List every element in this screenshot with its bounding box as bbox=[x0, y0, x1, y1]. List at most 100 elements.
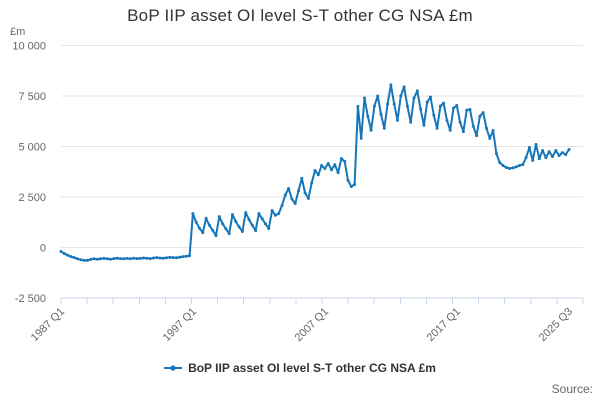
data-point-marker bbox=[115, 256, 119, 260]
data-point-marker bbox=[95, 257, 99, 261]
data-point-marker bbox=[458, 120, 462, 124]
data-point-marker bbox=[366, 114, 370, 118]
data-point-marker bbox=[567, 148, 571, 151]
data-point-marker bbox=[109, 257, 112, 261]
data-point-marker bbox=[82, 258, 86, 262]
data-point-marker bbox=[498, 161, 502, 164]
data-point-marker bbox=[303, 191, 307, 195]
y-tick-label: 5 000 bbox=[18, 142, 46, 154]
data-point-marker bbox=[359, 136, 363, 140]
data-point-marker bbox=[452, 106, 455, 110]
data-point-marker bbox=[264, 222, 267, 226]
data-point-marker bbox=[201, 231, 205, 235]
x-tick-label: 1997 Q1 bbox=[161, 306, 199, 344]
data-point-marker bbox=[554, 149, 558, 152]
data-point-marker bbox=[204, 216, 208, 220]
data-point-marker bbox=[76, 257, 79, 261]
data-point-marker bbox=[267, 227, 271, 230]
data-point-marker bbox=[254, 229, 258, 232]
data-point-marker bbox=[363, 96, 366, 100]
data-point-marker bbox=[287, 187, 291, 190]
data-point-marker bbox=[224, 227, 228, 231]
source-label: Source: bbox=[551, 382, 593, 396]
data-point-marker bbox=[544, 156, 548, 160]
data-point-marker bbox=[346, 178, 350, 182]
data-point-marker bbox=[336, 171, 340, 175]
data-point-marker bbox=[171, 256, 175, 260]
data-point-marker bbox=[168, 255, 172, 259]
y-tick-label: 0 bbox=[40, 243, 46, 255]
data-point-marker bbox=[465, 108, 469, 112]
data-point-marker bbox=[300, 176, 304, 180]
x-tick-label: 2025 Q3 bbox=[537, 306, 575, 344]
data-point-marker bbox=[382, 126, 386, 130]
data-point-marker bbox=[181, 255, 185, 259]
data-point-marker bbox=[405, 104, 409, 108]
data-point-marker bbox=[356, 105, 360, 108]
y-tick-label: 2 500 bbox=[18, 192, 46, 204]
data-point-marker bbox=[178, 255, 182, 259]
data-point-marker bbox=[494, 152, 498, 156]
data-point-marker bbox=[389, 83, 393, 87]
data-point-marker bbox=[353, 183, 357, 186]
data-point-marker bbox=[72, 256, 76, 260]
data-point-marker bbox=[59, 250, 63, 253]
legend-item[interactable]: BoP IIP asset OI level S-T other CG NSA … bbox=[0, 359, 600, 377]
data-point-marker bbox=[240, 230, 244, 233]
data-point-marker bbox=[79, 258, 83, 262]
data-point-marker bbox=[142, 256, 145, 260]
data-point-marker bbox=[280, 204, 284, 207]
data-point-marker bbox=[99, 257, 103, 261]
data-point-marker bbox=[135, 257, 139, 261]
legend-marker-icon bbox=[164, 365, 183, 371]
data-point-marker bbox=[191, 212, 195, 216]
data-point-marker bbox=[432, 113, 436, 117]
data-point-marker bbox=[409, 120, 413, 124]
data-point-marker bbox=[102, 256, 106, 260]
data-point-marker bbox=[128, 257, 132, 261]
data-point-marker bbox=[551, 155, 554, 159]
data-point-marker bbox=[429, 95, 432, 99]
data-point-marker bbox=[237, 225, 241, 229]
data-point-marker bbox=[194, 220, 198, 224]
data-point-marker bbox=[508, 167, 512, 170]
data-point-marker bbox=[564, 153, 568, 157]
data-point-marker bbox=[537, 157, 541, 161]
data-point-marker bbox=[399, 94, 403, 98]
data-point-marker bbox=[521, 163, 525, 166]
y-tick-label: 10 000 bbox=[12, 41, 46, 53]
data-point-marker bbox=[392, 102, 396, 106]
data-point-marker bbox=[221, 222, 225, 226]
data-point-marker bbox=[402, 85, 406, 89]
data-point-marker bbox=[227, 232, 231, 236]
data-point-marker bbox=[445, 118, 449, 122]
data-point-marker bbox=[475, 134, 479, 138]
data-point-marker bbox=[211, 228, 215, 232]
data-point-marker bbox=[518, 164, 521, 167]
data-point-marker bbox=[455, 104, 459, 107]
data-point-marker bbox=[158, 256, 162, 260]
data-point-marker bbox=[118, 257, 122, 261]
x-tick-label: 2007 Q1 bbox=[293, 306, 331, 344]
data-point-marker bbox=[214, 234, 218, 238]
data-point-marker bbox=[485, 126, 488, 130]
data-point-marker bbox=[234, 220, 238, 224]
data-point-marker bbox=[438, 104, 442, 108]
data-point-marker bbox=[372, 104, 376, 108]
data-point-marker bbox=[560, 151, 564, 155]
data-point-marker bbox=[122, 257, 126, 261]
data-point-marker bbox=[148, 257, 152, 261]
data-point-marker bbox=[339, 157, 343, 161]
y-tick-label: -2 500 bbox=[15, 293, 46, 305]
data-point-marker bbox=[379, 112, 383, 116]
data-point-marker bbox=[283, 193, 287, 197]
data-point-marker bbox=[349, 185, 353, 188]
data-point-marker bbox=[184, 254, 188, 258]
data-point-marker bbox=[125, 256, 129, 260]
data-point-marker bbox=[273, 213, 277, 217]
data-point-marker bbox=[207, 223, 211, 227]
data-point-marker bbox=[260, 217, 264, 221]
data-point-marker bbox=[145, 256, 149, 260]
data-point-marker bbox=[557, 154, 561, 158]
data-point-marker bbox=[69, 255, 73, 259]
